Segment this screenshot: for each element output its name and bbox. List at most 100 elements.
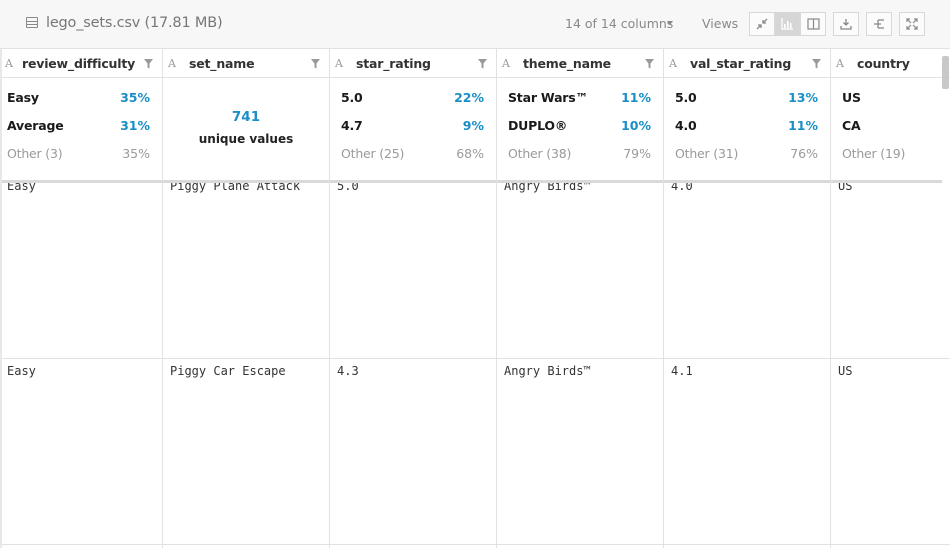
- text-type-icon: A: [5, 57, 13, 70]
- column-count-selector[interactable]: 14 of 14 columns: [565, 16, 674, 31]
- cell-text: US: [838, 183, 853, 193]
- summary-item-other[interactable]: Other (3) 35%: [7, 146, 150, 164]
- table-cell[interactable]: Piggy Plane Attack: [163, 183, 329, 358]
- summary-percent: 11%: [621, 90, 651, 105]
- filter-icon[interactable]: [812, 59, 821, 69]
- split-view-button[interactable]: [800, 12, 826, 36]
- column-name: country: [857, 56, 910, 71]
- column-name: review_difficulty: [22, 56, 136, 71]
- column-separator[interactable]: [496, 49, 497, 548]
- unique-count: 741: [231, 109, 261, 125]
- summary-value: US: [842, 90, 861, 105]
- summary-percent: 11%: [788, 118, 818, 133]
- histogram-icon: [780, 18, 793, 30]
- download-button[interactable]: [833, 12, 859, 36]
- table-icon: [26, 17, 38, 28]
- column-header-val-star-rating[interactable]: A val_star_rating: [664, 49, 830, 78]
- tree-view-button[interactable]: [866, 12, 892, 36]
- cell-text: Easy: [7, 364, 36, 378]
- summary-value: Other (25): [341, 146, 405, 161]
- summary-star-rating: 5.0 22% 4.7 9% Other (25) 68%: [334, 78, 496, 180]
- cell-text: Piggy Car Escape: [170, 364, 286, 378]
- table-row[interactable]: Easy Piggy Plane Attack 5.0 Angry Birds™…: [0, 183, 950, 359]
- summary-item-other[interactable]: Other (25) 68%: [341, 146, 484, 164]
- summary-set-name: 741 unique values: [163, 78, 329, 180]
- table-cell[interactable]: Piggy Car Escape: [163, 359, 329, 544]
- table-cell[interactable]: 5.0: [330, 183, 496, 358]
- summary-item[interactable]: Easy 35%: [7, 90, 150, 108]
- summary-value: Other (19): [842, 146, 906, 161]
- summary-percent: 13%: [788, 90, 818, 105]
- column-name: val_star_rating: [690, 56, 792, 71]
- caret-down-icon[interactable]: [667, 21, 673, 25]
- table-row[interactable]: Easy Piggy Car Escape 4.3 Angry Birds™ 4…: [0, 359, 950, 545]
- histogram-view-button[interactable]: [774, 12, 800, 36]
- summary-value: 5.0: [675, 90, 697, 105]
- column-separator[interactable]: [329, 49, 330, 548]
- table-cell[interactable]: Easy: [0, 183, 162, 358]
- summary-percent: 35%: [120, 90, 150, 105]
- grid-left-edge: [0, 49, 2, 548]
- summary-item-other[interactable]: Other (19): [842, 146, 930, 164]
- column-name: theme_name: [523, 56, 611, 71]
- summary-item-other[interactable]: Other (38) 79%: [508, 146, 651, 164]
- column-name: set_name: [189, 56, 255, 71]
- summary-item[interactable]: 5.0 13%: [675, 90, 818, 108]
- summary-value: 4.0: [675, 118, 697, 133]
- cell-text: Easy: [7, 183, 36, 193]
- summary-value: Other (31): [675, 146, 739, 161]
- summary-item[interactable]: Average 31%: [7, 118, 150, 136]
- summary-percent: 9%: [462, 118, 484, 133]
- summary-percent: 68%: [456, 146, 484, 161]
- summary-item[interactable]: 4.7 9%: [341, 118, 484, 136]
- summary-value: Other (38): [508, 146, 572, 161]
- summary-item[interactable]: Star Wars™ 11%: [508, 90, 651, 108]
- collapse-view-button[interactable]: [749, 12, 775, 36]
- cell-text: Piggy Plane Attack: [170, 183, 301, 193]
- cell-text: 5.0: [337, 183, 359, 193]
- table-cell[interactable]: US: [831, 183, 942, 358]
- summary-percent: 35%: [122, 146, 150, 161]
- file-title: lego_sets.csv (17.81 MB): [46, 15, 223, 31]
- table-cell[interactable]: Angry Birds™: [497, 359, 663, 544]
- filter-icon[interactable]: [311, 59, 320, 69]
- filter-icon[interactable]: [478, 59, 487, 69]
- summary-value: 5.0: [341, 90, 363, 105]
- column-header-review-difficulty[interactable]: A review_difficulty: [0, 49, 162, 78]
- summary-item[interactable]: US: [842, 90, 930, 108]
- summary-item[interactable]: DUPLO® 10%: [508, 118, 651, 136]
- table-cell[interactable]: 4.1: [664, 359, 830, 544]
- column-header-star-rating[interactable]: A star_rating: [330, 49, 496, 78]
- column-separator[interactable]: [162, 49, 163, 548]
- vertical-scrollbar[interactable]: [942, 56, 949, 89]
- fullscreen-icon: [906, 18, 918, 30]
- text-type-icon: A: [836, 57, 844, 70]
- column-header-set-name[interactable]: A set_name: [163, 49, 329, 78]
- table-cell[interactable]: US: [831, 359, 942, 544]
- table-cell[interactable]: Easy: [0, 359, 162, 544]
- summary-item[interactable]: CA: [842, 118, 930, 136]
- summary-divider: [0, 180, 942, 183]
- column-separator[interactable]: [663, 49, 664, 548]
- summary-percent: 22%: [454, 90, 484, 105]
- summary-item-other[interactable]: Other (31) 76%: [675, 146, 818, 164]
- cell-text: 4.0: [671, 183, 693, 193]
- summary-value: Easy: [7, 90, 39, 105]
- data-grid: Easy Piggy Plane Attack 5.0 Angry Birds™…: [0, 183, 950, 548]
- column-header-country[interactable]: A country: [831, 49, 942, 78]
- summary-percent: 79%: [623, 146, 651, 161]
- column-header-theme-name[interactable]: A theme_name: [497, 49, 663, 78]
- cell-text: US: [838, 364, 853, 378]
- download-icon: [840, 19, 852, 30]
- summary-value: Star Wars™: [508, 90, 588, 105]
- table-cell[interactable]: Angry Birds™: [497, 183, 663, 358]
- summary-item[interactable]: 4.0 11%: [675, 118, 818, 136]
- filter-icon[interactable]: [645, 59, 654, 69]
- table-cell[interactable]: 4.0: [664, 183, 830, 358]
- text-type-icon: A: [168, 57, 176, 70]
- column-separator[interactable]: [830, 49, 831, 548]
- filter-icon[interactable]: [144, 59, 153, 69]
- summary-item[interactable]: 5.0 22%: [341, 90, 484, 108]
- fullscreen-button[interactable]: [899, 12, 925, 36]
- table-cell[interactable]: 4.3: [330, 359, 496, 544]
